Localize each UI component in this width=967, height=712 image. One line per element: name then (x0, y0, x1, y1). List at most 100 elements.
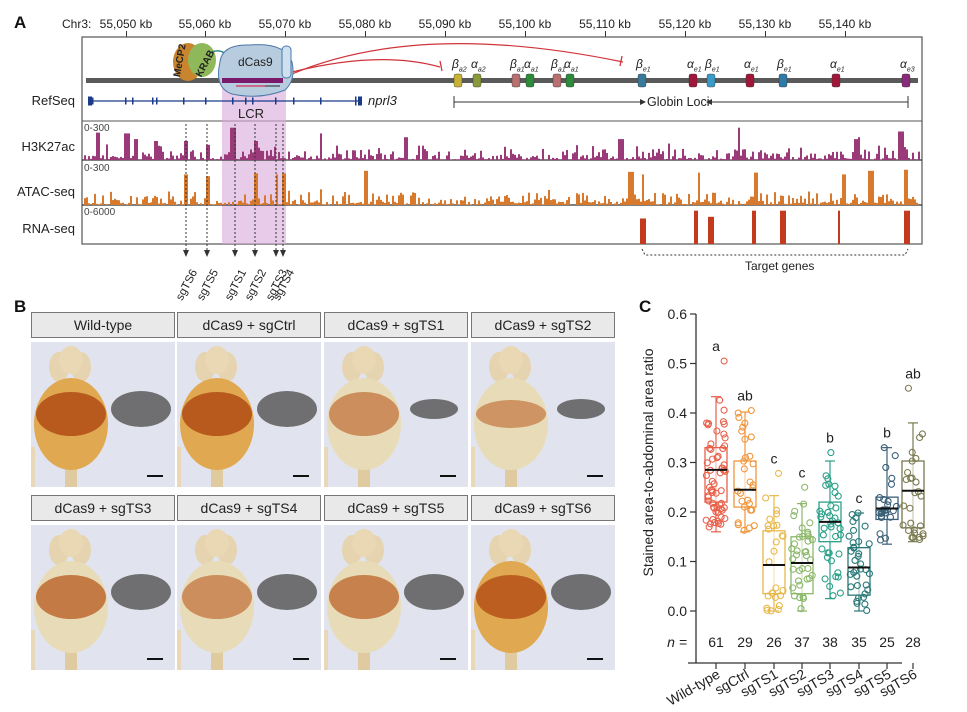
signal-bar (896, 201, 898, 205)
signal-bar (682, 148, 684, 160)
signal-bar (250, 149, 252, 160)
data-point (718, 464, 727, 472)
data-point (764, 592, 772, 600)
signal-bar (816, 159, 818, 160)
signal-bar (586, 155, 588, 160)
signal-bar (116, 157, 118, 160)
signal-bar (704, 199, 706, 205)
signal-bar (272, 200, 274, 205)
signal-bar (404, 137, 406, 160)
signal-bar (556, 203, 558, 205)
signal-bar (760, 150, 762, 160)
signal-bar (710, 203, 712, 205)
signal-bar (294, 199, 296, 205)
signal-bar (574, 152, 576, 160)
signal-bar (352, 150, 354, 160)
signal-bar (270, 194, 272, 205)
signal-bar (642, 218, 644, 244)
data-point (847, 547, 855, 555)
signal-bar (308, 157, 310, 160)
signal-bar (314, 201, 316, 205)
globin-gene-block (706, 73, 716, 88)
data-point (705, 523, 713, 531)
globin-gene-label: αe3 (900, 57, 915, 74)
signal-bar (172, 196, 174, 205)
signal-bar (480, 203, 482, 205)
globin-gene-block (552, 73, 562, 88)
data-point (906, 504, 914, 512)
data-point (706, 520, 714, 528)
data-point (865, 570, 873, 578)
signal-bar (826, 158, 828, 160)
signal-bar (834, 204, 836, 205)
data-point (800, 500, 808, 508)
signal-bar (436, 204, 438, 205)
signal-bar (608, 159, 610, 160)
signal-bar (272, 156, 274, 160)
y-tick-label: 0.0 (668, 603, 688, 619)
data-point (834, 573, 842, 581)
signal-bar (854, 139, 856, 160)
signal-bar (150, 202, 152, 205)
signal-bar (500, 154, 502, 160)
signal-bar (866, 202, 868, 205)
data-point (763, 606, 771, 614)
signal-bar (596, 155, 598, 160)
significance-letter: b (883, 425, 891, 441)
signal-bar (516, 203, 518, 205)
data-point (878, 509, 886, 517)
data-point (746, 478, 754, 486)
signal-bar (112, 156, 114, 160)
signal-bar (600, 157, 602, 160)
data-point (877, 512, 885, 520)
signal-bar (434, 155, 436, 160)
signal-bar (250, 200, 252, 205)
signal-bar (382, 159, 384, 160)
signal-bar (738, 127, 740, 160)
signal-bar (314, 159, 316, 160)
signal-bar (258, 147, 260, 160)
signal-bar (656, 204, 658, 205)
signal-bar (640, 218, 642, 244)
signal-bar (292, 157, 294, 160)
signal-bar (598, 201, 600, 205)
condition-label: dCas9 + sgTS5 (324, 495, 468, 521)
signal-bar (370, 155, 372, 160)
signal-bar (576, 145, 578, 160)
data-point (919, 532, 927, 540)
signal-bar (338, 204, 340, 205)
signal-bar (356, 157, 358, 160)
signal-bar (150, 156, 152, 160)
signal-bar (220, 156, 222, 160)
signal-bar (674, 149, 676, 160)
signal-bar (840, 198, 842, 205)
data-point (775, 602, 783, 610)
signal-bar (838, 210, 840, 244)
signal-bar (788, 148, 790, 160)
signal-bar (490, 196, 492, 205)
signal-bar (316, 155, 318, 160)
signal-bar (476, 204, 478, 205)
nprl3-exon (152, 97, 154, 105)
signal-bar (738, 201, 740, 205)
signal-bar (98, 204, 100, 205)
signal-bar (480, 150, 482, 160)
signal-bar (436, 158, 438, 160)
signal-bar (626, 157, 628, 160)
signal-bar (616, 201, 618, 205)
signal-bar (466, 155, 468, 160)
signal-bar (846, 158, 848, 160)
signal-bar (698, 153, 700, 160)
signal-bar (646, 199, 648, 205)
signal-bar (598, 152, 600, 160)
signal-bar (260, 203, 262, 205)
kb-tick (605, 31, 606, 37)
signal-bar (338, 153, 340, 160)
data-point (831, 482, 839, 490)
signal-bar (482, 157, 484, 160)
signal-bar (860, 202, 862, 205)
signal-bar (724, 159, 726, 160)
signal-bar (364, 170, 366, 205)
signal-bar (110, 191, 112, 205)
globin-gene-block (453, 73, 463, 88)
